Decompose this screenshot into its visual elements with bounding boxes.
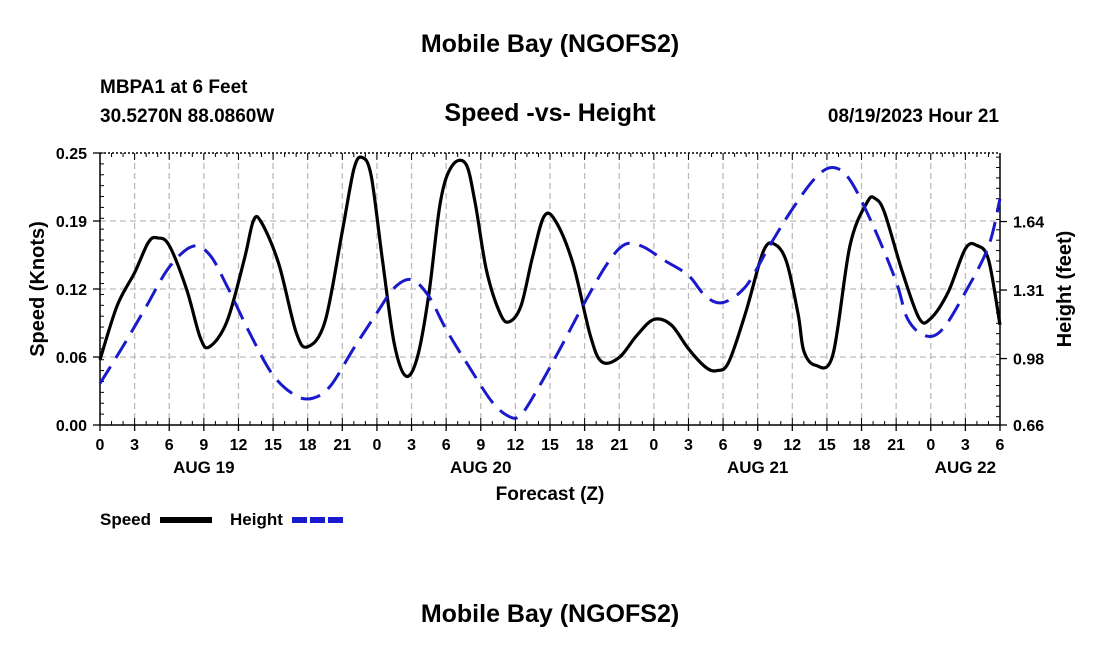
x-tick-label: 6 — [165, 437, 174, 454]
y-tick-label: 0.12 — [56, 282, 87, 299]
date-label: AUG 19 — [173, 458, 234, 477]
x-tick-label: 18 — [299, 437, 317, 454]
date-label: AUG 21 — [727, 458, 788, 477]
x-tick-label: 21 — [887, 437, 905, 454]
x-tick-label: 3 — [407, 437, 416, 454]
chart-title: Speed -vs- Height — [444, 99, 656, 127]
height-series-line — [98, 166, 1002, 420]
x-tick-label: 6 — [442, 437, 451, 454]
x-tick-label: 6 — [996, 437, 1005, 454]
x-tick-label: 0 — [649, 437, 658, 454]
x-tick-label: 9 — [476, 437, 485, 454]
x-tick-label: 9 — [199, 437, 208, 454]
x-tick-label: 21 — [610, 437, 628, 454]
y-tick-label: 0.06 — [56, 350, 87, 367]
y2-tick-label: 1.31 — [1013, 283, 1044, 300]
y-axis-title: Speed (Knots) — [27, 221, 49, 357]
x-tick-label: 18 — [853, 437, 871, 454]
y2-tick-label: 0.98 — [1013, 352, 1044, 369]
forecast-datetime: 08/19/2023 Hour 21 — [827, 106, 999, 127]
speed-series-line — [98, 155, 1002, 378]
x-axis-title: Forecast (Z) — [496, 484, 605, 505]
station-label: MBPA1 at 6 Feet — [100, 77, 248, 98]
page-title: Mobile Bay (NGOFS2) — [420, 30, 680, 58]
y2-tick-label: 1.64 — [1013, 215, 1044, 232]
x-tick-label: 0 — [926, 437, 935, 454]
x-tick-label: 18 — [576, 437, 594, 454]
x-tick-label: 12 — [506, 437, 524, 454]
x-tick-label: 3 — [130, 437, 139, 454]
footer-title: Mobile Bay (NGOFS2) — [420, 600, 680, 628]
y2-tick-label: 0.66 — [1013, 418, 1044, 435]
x-tick-label: 9 — [753, 437, 762, 454]
legend-height-label: Height — [230, 510, 283, 529]
x-tick-label: 0 — [372, 437, 381, 454]
x-tick-label: 3 — [961, 437, 970, 454]
y-tick-label: 0.25 — [56, 146, 87, 163]
station-coordinates: 30.5270N 88.0860W — [100, 106, 275, 127]
y2-axis-title: Height (feet) — [1054, 231, 1076, 348]
x-tick-label: 15 — [541, 437, 559, 454]
x-tick-label: 12 — [783, 437, 801, 454]
x-tick-label: 15 — [818, 437, 836, 454]
date-label: AUG 22 — [935, 458, 996, 477]
y-tick-label: 0.19 — [56, 214, 87, 231]
date-label: AUG 20 — [450, 458, 511, 477]
x-tick-label: 0 — [96, 437, 105, 454]
x-tick-label: 6 — [719, 437, 728, 454]
x-tick-label: 3 — [684, 437, 693, 454]
x-tick-label: 15 — [264, 437, 282, 454]
y-tick-label: 0.00 — [56, 418, 87, 435]
x-tick-label: 21 — [333, 437, 351, 454]
legend-speed-label: Speed — [100, 510, 151, 529]
x-tick-label: 12 — [230, 437, 248, 454]
